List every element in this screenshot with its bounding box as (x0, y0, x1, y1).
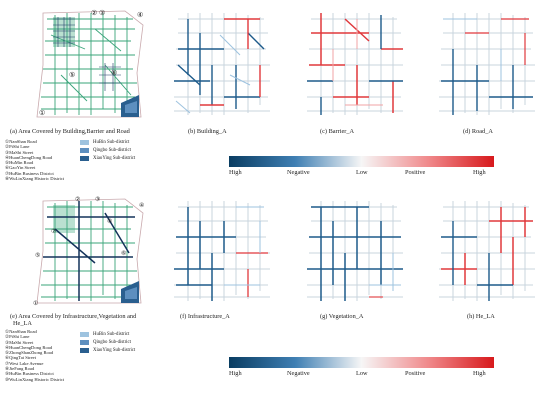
colorbar-top-labels: High Negative Low Positive High (229, 169, 494, 178)
district-label: HuBin Sub-district (93, 331, 130, 337)
colorbar-label-low: Low (356, 370, 368, 377)
road-legend-top: ①NanShan Road ②PiShi Lane ③MaShi Street … (5, 139, 64, 181)
map-g-svg (307, 201, 403, 301)
map-a-svg: ① ② ③ ④ ⑤ ⑥ (36, 9, 144, 118)
map-e-svg: ① ② ③ ④ ⑤ ⑥ ⑦ ⑧ (33, 196, 144, 307)
caption-h: (h) He_LA (467, 313, 495, 320)
map-d-svg (439, 13, 535, 115)
district-swatch (80, 139, 89, 145)
map-a-label-6: ⑥ (111, 69, 117, 77)
district-swatch (80, 155, 89, 161)
road-legend-item: ③MaShi Street (5, 339, 34, 345)
caption-e-line2: He_LA (13, 320, 32, 327)
district-swatch (80, 347, 89, 353)
map-e-label-2: ② (75, 196, 80, 203)
road-legend-item: ③MaShi Street (5, 149, 34, 155)
district-label: Qingbo Sub-district (93, 339, 131, 345)
map-h (425, 193, 550, 311)
map-a: ① ② ③ ④ ⑤ ⑥ (25, 5, 155, 125)
caption-d: (d) Road_A (463, 128, 493, 135)
district-label: XiaoYing Sub-district (93, 347, 136, 353)
colorbar-label-high-positive: High (473, 169, 486, 176)
colorbar-label-high-negative: High (229, 370, 242, 377)
caption-c: (c) Barrier_A (320, 128, 355, 135)
district-label: XiaoYing Sub-district (93, 155, 136, 161)
colorbar-label-positive: Positive (405, 169, 426, 176)
map-b (160, 5, 285, 125)
map-e-label-7: ⑦ (51, 228, 56, 235)
road-legend-item: ⑤ZhongShanZhong Road (5, 350, 54, 356)
road-legend-item: ⑦HuBin Business District (5, 170, 54, 176)
district-item: Qingbo Sub-district (80, 338, 135, 346)
map-e-label-8: ⑧ (107, 218, 112, 225)
map-c-svg (307, 13, 403, 115)
road-legend-item: ⑥QingTai Street (5, 355, 36, 361)
district-label: HuBin Sub-district (93, 139, 130, 145)
road-legend-item: ⑦West Lake Avenue (5, 360, 44, 366)
road-legend-item: ⑩WuLinXiang Historic District (5, 376, 65, 382)
map-e-label-5: ⑤ (35, 252, 40, 259)
colorbar-label-low: Low (356, 169, 368, 176)
district-swatch (80, 331, 89, 337)
road-legend-item: ⑨HuBin Business District (5, 371, 54, 377)
road-legend-item: ④HuanChengDong Road (5, 344, 53, 350)
colorbar-label-positive: Positive (405, 370, 426, 377)
district-swatch (80, 147, 89, 153)
caption-b: (b) Building_A (188, 128, 227, 135)
caption-e-line1: (e) Area Covered by Infrastructure,Veget… (10, 313, 137, 320)
road-legend-item: ①NanShan Road (5, 139, 37, 144)
map-a-label-2: ② (91, 9, 97, 17)
colorbar-bottom-labels: High Negative Low Positive High (229, 370, 494, 379)
map-e-label-6: ⑥ (121, 250, 126, 257)
map-a-label-1: ① (39, 109, 45, 117)
road-legend-item: ②PiShi Lane (5, 144, 30, 150)
caption-f: (f) Infrastructure_A (180, 313, 230, 320)
map-b-svg (174, 13, 270, 115)
district-legend-bottom: HuBin Sub-district Qingbo Sub-district X… (80, 330, 135, 354)
district-item: HuBin Sub-district (80, 330, 135, 338)
map-e-label-4: ④ (139, 202, 144, 209)
district-item: XiaoYing Sub-district (80, 346, 135, 354)
colorbar-label-negative: Negative (287, 169, 310, 176)
colorbar-label-high-positive: High (473, 370, 486, 377)
map-g (293, 193, 418, 311)
road-legend-item: ⑤HuMin Road (5, 160, 34, 166)
road-legend-item: ④HuanChengDong Road (5, 154, 53, 160)
colorbar-label-high-negative: High (229, 169, 242, 176)
road-legend-item: ⑧JieFang Road (5, 366, 35, 372)
district-label: Qingbo Sub-district (93, 147, 131, 153)
map-e: ① ② ③ ④ ⑤ ⑥ ⑦ ⑧ (25, 193, 155, 311)
colorbar-label-negative: Negative (287, 370, 310, 377)
road-legend-item: ⑧WuLinXiang Historic District (5, 176, 65, 182)
road-legend-item: ⑥GaoYin Street (5, 165, 36, 171)
map-d (425, 5, 550, 125)
colorbar-bottom (229, 357, 494, 368)
map-f (160, 193, 285, 311)
map-h-svg (439, 201, 535, 301)
map-f-svg (174, 201, 270, 301)
colorbar-top (229, 156, 494, 167)
district-swatch (80, 339, 89, 345)
map-a-label-4: ④ (137, 11, 143, 19)
district-item: XiaoYing Sub-district (80, 154, 135, 162)
district-legend-top: HuBin Sub-district Qingbo Sub-district X… (80, 138, 135, 162)
map-c (293, 5, 418, 125)
road-legend-item: ①NanShan Road (5, 329, 37, 334)
district-item: Qingbo Sub-district (80, 146, 135, 154)
road-legend-bottom: ①NanShan Road ②PiShi Lane ③MaShi Street … (5, 329, 64, 382)
district-item: HuBin Sub-district (80, 138, 135, 146)
map-e-label-1: ① (33, 300, 38, 307)
caption-g: (g) Vegetation_A (320, 313, 364, 320)
map-a-label-5: ⑤ (69, 71, 75, 79)
map-a-label-3: ③ (99, 9, 105, 17)
map-e-label-3: ③ (95, 196, 100, 203)
road-legend-item: ②PiShi Lane (5, 334, 30, 340)
caption-a: (a) Area Covered by Building,Barrier and… (10, 128, 130, 135)
